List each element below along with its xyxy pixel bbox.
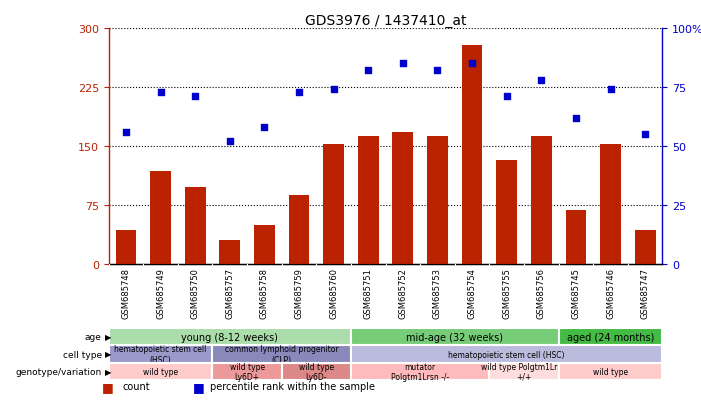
Text: hematopoietic stem cell
(HSC): hematopoietic stem cell (HSC): [114, 344, 207, 364]
Text: GSM685754: GSM685754: [468, 268, 477, 318]
Point: [571, 115, 582, 122]
Bar: [150, 172, 171, 264]
Text: percentile rank within the sample: percentile rank within the sample: [210, 381, 375, 391]
Bar: [254, 225, 275, 264]
Text: GSM685745: GSM685745: [571, 268, 580, 318]
Text: GSM685758: GSM685758: [260, 268, 269, 318]
Text: count: count: [123, 381, 150, 391]
Bar: [393, 133, 414, 264]
Point: [294, 89, 305, 96]
Point: [362, 68, 374, 75]
Text: ▶: ▶: [105, 367, 111, 376]
Text: GSM685747: GSM685747: [641, 268, 650, 318]
Bar: [427, 136, 448, 264]
Bar: [289, 195, 309, 264]
Text: cell type: cell type: [62, 350, 102, 358]
Text: wild type Polgtm1Lrsn
+/+: wild type Polgtm1Lrsn +/+: [482, 362, 566, 381]
Bar: [566, 211, 586, 264]
Point: [466, 61, 477, 67]
Bar: [635, 230, 655, 264]
Text: ▶: ▶: [105, 350, 111, 358]
Text: wild type
Ly6D+: wild type Ly6D+: [229, 362, 265, 381]
Text: hematopoietic stem cell (HSC): hematopoietic stem cell (HSC): [449, 350, 565, 358]
Bar: [323, 144, 344, 264]
Point: [189, 94, 200, 100]
Text: GSM685749: GSM685749: [156, 268, 165, 318]
Text: GSM685751: GSM685751: [364, 268, 373, 318]
Text: ■: ■: [193, 380, 205, 393]
Point: [224, 139, 236, 145]
Text: GSM685748: GSM685748: [121, 268, 130, 318]
Text: wild type: wild type: [143, 367, 178, 376]
Point: [259, 124, 270, 131]
Point: [501, 94, 512, 100]
Text: ■: ■: [102, 380, 114, 393]
Text: mutator
Polgtm1Lrsn -/-: mutator Polgtm1Lrsn -/-: [391, 362, 449, 381]
Bar: [185, 188, 205, 264]
Point: [536, 77, 547, 84]
Text: aged (24 months): aged (24 months): [567, 332, 654, 342]
Point: [397, 61, 409, 67]
Text: GSM685750: GSM685750: [191, 268, 200, 318]
Text: GSM685753: GSM685753: [433, 268, 442, 318]
Bar: [358, 136, 379, 264]
Text: mid-age (32 weeks): mid-age (32 weeks): [407, 332, 503, 342]
Bar: [462, 46, 482, 264]
Point: [605, 87, 616, 93]
Text: genotype/variation: genotype/variation: [15, 367, 102, 376]
Point: [432, 68, 443, 75]
Text: GSM685755: GSM685755: [502, 268, 511, 318]
Point: [328, 87, 339, 93]
Bar: [531, 136, 552, 264]
Text: wild type: wild type: [593, 367, 628, 376]
Title: GDS3976 / 1437410_at: GDS3976 / 1437410_at: [305, 14, 466, 28]
Point: [155, 89, 166, 96]
Text: GSM685757: GSM685757: [225, 268, 234, 318]
Point: [639, 131, 651, 138]
Text: GSM685746: GSM685746: [606, 268, 615, 318]
Text: common lymphoid progenitor
(CLP): common lymphoid progenitor (CLP): [225, 344, 339, 364]
Text: age: age: [85, 332, 102, 342]
Bar: [116, 230, 137, 264]
Text: young (8-12 weeks): young (8-12 weeks): [182, 332, 278, 342]
Point: [121, 129, 132, 136]
Bar: [219, 241, 240, 264]
Text: GSM685752: GSM685752: [398, 268, 407, 318]
Bar: [600, 145, 621, 264]
Text: GSM685760: GSM685760: [329, 268, 338, 318]
Bar: [496, 161, 517, 264]
Text: ▶: ▶: [105, 332, 111, 342]
Text: GSM685759: GSM685759: [294, 268, 304, 318]
Text: GSM685756: GSM685756: [537, 268, 546, 318]
Text: wild type
Ly6D-: wild type Ly6D-: [299, 362, 334, 381]
